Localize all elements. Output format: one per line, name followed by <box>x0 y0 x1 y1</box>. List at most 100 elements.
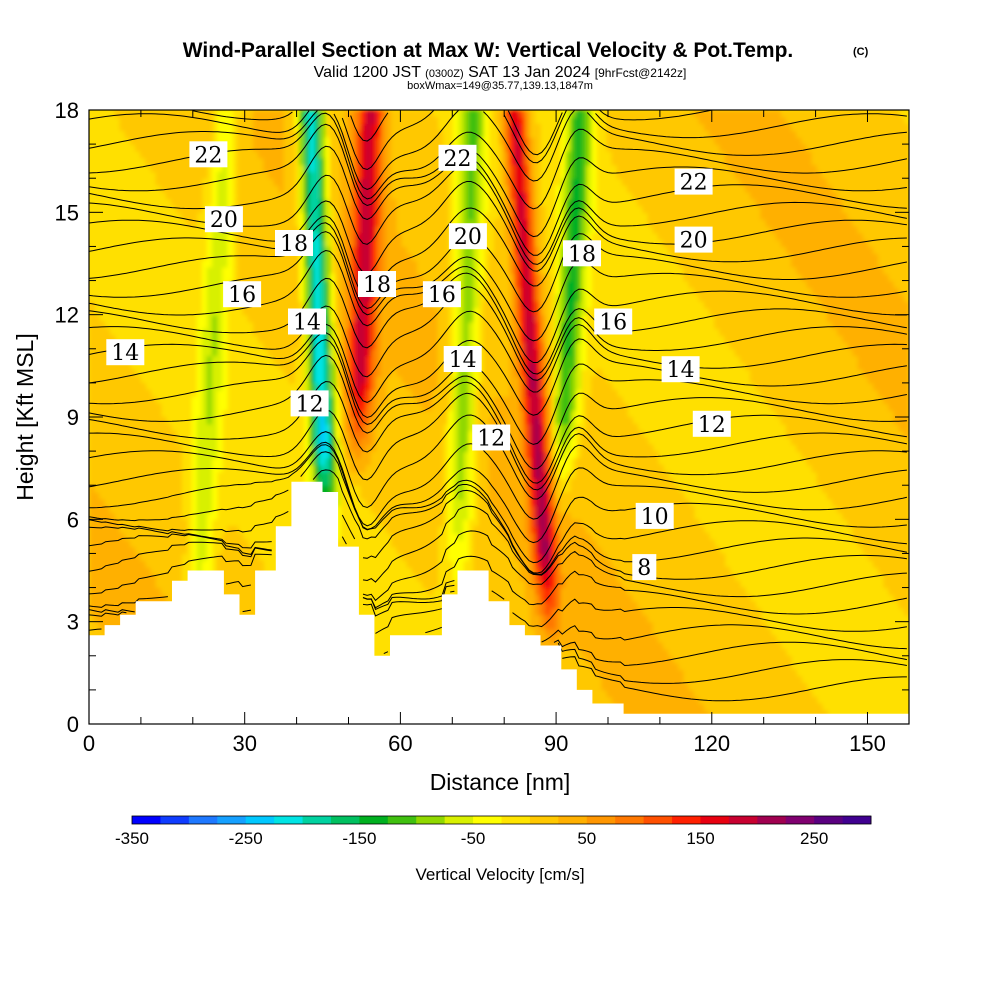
field-cell <box>791 417 797 425</box>
field-cell <box>206 498 213 507</box>
field-cell <box>647 648 654 657</box>
field-cell <box>160 498 167 507</box>
field-cell <box>627 601 633 609</box>
field-cell <box>381 471 387 479</box>
field-cell <box>519 601 526 609</box>
field-cell <box>606 648 613 657</box>
field-cell <box>862 423 869 432</box>
field-cell <box>852 471 859 479</box>
field-cell <box>222 403 228 411</box>
field-cell <box>657 662 664 671</box>
field-cell <box>191 396 198 404</box>
field-cell <box>181 539 187 548</box>
field-cell <box>99 423 105 432</box>
field-cell <box>616 648 623 657</box>
field-cell <box>724 683 731 691</box>
field-cell <box>540 512 546 520</box>
field-cell <box>493 396 500 404</box>
field-cell <box>360 417 367 425</box>
field-cell <box>704 642 710 650</box>
field-cell <box>499 410 505 418</box>
field-cell <box>714 594 720 602</box>
field-cell <box>345 451 351 459</box>
field-cell <box>437 410 444 418</box>
field-cell <box>575 553 582 561</box>
field-cell <box>663 621 669 630</box>
field-cell <box>150 451 157 459</box>
field-cell <box>411 423 418 432</box>
field-cell <box>227 560 234 568</box>
field-cell <box>406 532 413 541</box>
field-cell <box>801 703 808 711</box>
field-cell <box>94 519 100 527</box>
field-cell <box>422 417 428 425</box>
field-cell <box>663 526 669 534</box>
field-cell <box>432 553 439 561</box>
field-cell <box>596 696 603 705</box>
field-cell <box>309 423 316 432</box>
field-cell <box>150 492 157 500</box>
field-cell <box>898 526 905 534</box>
field-cell <box>114 601 121 609</box>
field-cell <box>637 614 644 623</box>
field-cell <box>524 417 531 425</box>
field-cell <box>893 485 900 493</box>
field-cell <box>212 410 218 418</box>
field-cell <box>673 676 679 684</box>
field-cell <box>304 451 310 459</box>
field-cell <box>401 546 408 555</box>
field-cell <box>160 512 167 520</box>
field-cell <box>437 492 444 500</box>
field-cell <box>176 471 182 479</box>
field-cell <box>575 669 582 677</box>
field-cell <box>627 471 633 479</box>
field-cell <box>247 573 254 582</box>
field-cell <box>868 532 874 541</box>
field-cell <box>575 539 582 548</box>
field-cell <box>647 628 654 636</box>
field-cell <box>432 573 439 582</box>
field-cell <box>688 655 695 664</box>
field-cell <box>560 546 567 555</box>
field-cell <box>534 437 541 445</box>
field-cell <box>586 464 592 473</box>
field-cell <box>545 628 551 636</box>
field-cell <box>171 546 177 555</box>
field-cell <box>673 526 679 534</box>
field-cell <box>657 689 664 698</box>
field-cell <box>575 560 582 568</box>
field-cell <box>678 662 685 671</box>
field-cell <box>642 437 649 445</box>
field-cell <box>868 553 874 561</box>
field-cell <box>596 437 603 445</box>
field-cell <box>227 546 234 555</box>
field-cell <box>601 621 608 630</box>
field-cell <box>586 642 592 650</box>
field-cell <box>463 526 469 534</box>
field-cell <box>370 403 377 411</box>
field-cell <box>642 546 649 555</box>
field-cell <box>729 689 736 698</box>
field-cell <box>124 410 131 418</box>
field-cell <box>745 703 751 711</box>
field-cell <box>360 457 367 466</box>
field-cell <box>422 498 428 507</box>
field-cell <box>417 553 423 561</box>
field-cell <box>622 703 628 711</box>
field-cell <box>893 492 900 500</box>
field-cell <box>888 512 895 520</box>
field-cell <box>442 410 449 418</box>
field-cell <box>540 498 546 507</box>
field-cell <box>596 539 603 548</box>
field-cell <box>340 423 346 432</box>
field-cell <box>155 417 162 425</box>
field-cell <box>616 560 623 568</box>
field-cell <box>401 417 408 425</box>
field-cell <box>627 662 633 671</box>
field-cell <box>391 532 398 541</box>
field-cell <box>201 423 208 432</box>
field-cell <box>627 457 633 466</box>
field-cell <box>770 669 777 677</box>
field-cell <box>873 437 879 445</box>
field-cell <box>447 512 454 520</box>
